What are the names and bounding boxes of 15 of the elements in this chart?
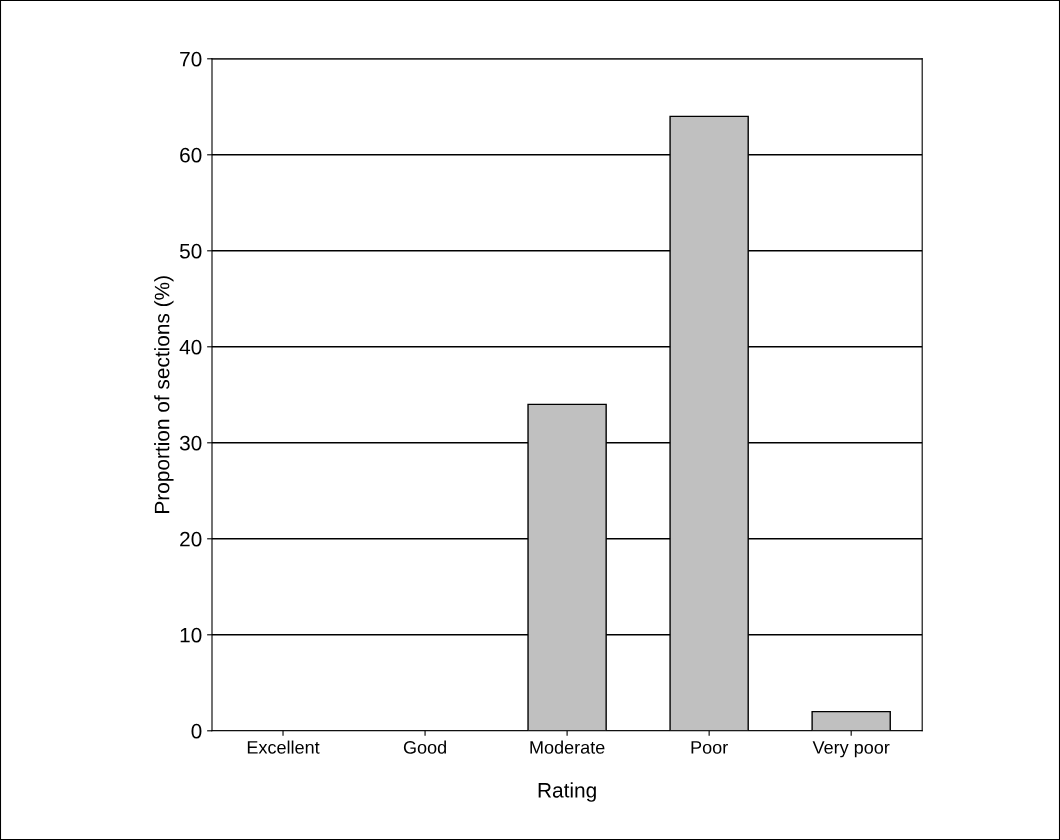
y-tick-label: 20 — [180, 531, 202, 547]
x-tick-label: Good — [403, 740, 446, 754]
x-tick-label: Poor — [691, 741, 728, 754]
x-tick-label: Excellent — [247, 740, 320, 754]
y-tick-label: 0 — [191, 723, 202, 739]
y-tick-label: 30 — [179, 435, 202, 451]
y-tick-label: 40 — [179, 339, 202, 355]
y-tick-label: 60 — [180, 147, 202, 163]
x-axis-title: Rating — [538, 782, 596, 802]
x-tick-label: Moderate — [530, 740, 605, 754]
y-axis-title: Proportion of sections (%) — [154, 276, 174, 513]
y-tick-label: 50 — [179, 243, 202, 259]
x-tick-label: Very poor — [812, 741, 890, 758]
y-tick-label: 70 — [180, 51, 202, 67]
y-tick-label: 10 — [180, 627, 202, 643]
